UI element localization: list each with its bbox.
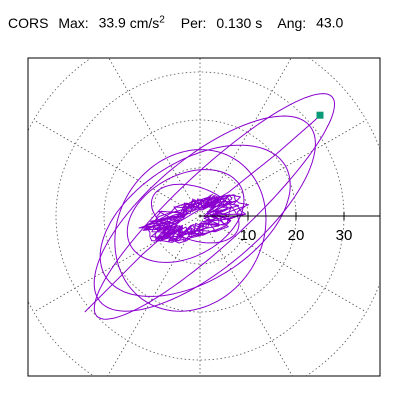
tick-label-10: 10: [240, 227, 257, 244]
grid-spoke-150: [33, 119, 201, 217]
x-axis: [200, 212, 380, 220]
max-value: 33.9: [98, 14, 126, 31]
grid-spoke-30: [199, 119, 367, 217]
grid-spoke-330: [199, 215, 367, 313]
trace-diagonal: [84, 114, 321, 313]
tick-labels: 10 20 30: [240, 227, 353, 244]
trace-core: [138, 194, 249, 244]
trace-loop-3: [99, 144, 291, 297]
marker-layer: [316, 111, 324, 119]
station-code: CORS: [8, 14, 49, 31]
grid-spoke-300: [199, 215, 293, 376]
particle-motion-trace: [84, 93, 335, 320]
max-unit-exponent: 2: [159, 14, 165, 25]
period-label: Per:: [180, 14, 207, 31]
plot-frame: [27, 57, 381, 377]
tick-label-30: 30: [336, 227, 353, 244]
angle-value: 43.0: [316, 14, 344, 31]
max-unit-base: cm/s: [129, 14, 160, 31]
chart-header: CORS Max: 33.9 cm/s2 Per: 0.130 s Ang: 4…: [8, 14, 343, 31]
period-value: 0.130 s: [216, 14, 263, 31]
max-marker: [316, 111, 324, 119]
trace-loop-5: [126, 169, 245, 263]
trace-loop-4: [114, 149, 267, 312]
grid-spoke-120: [108, 58, 201, 217]
grid-spoke-60: [199, 58, 292, 217]
tick-label-20: 20: [288, 227, 305, 244]
polar-grid: [28, 58, 380, 376]
trace-loop-1: [93, 93, 335, 320]
trace-loop-2: [93, 115, 316, 312]
angle-label: Ang:: [277, 14, 307, 31]
grid-spoke-240: [107, 215, 201, 376]
max-unit: cm/s2: [129, 14, 165, 31]
max-label: Max:: [58, 14, 89, 31]
